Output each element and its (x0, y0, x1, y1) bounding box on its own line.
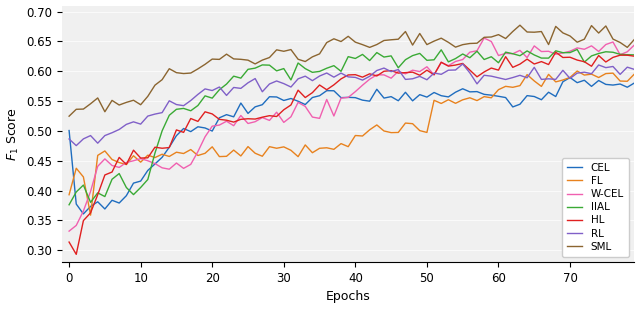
FL (65, 193, 73, 197)
HL (323, 88, 330, 91)
IIAL (402, 58, 410, 61)
SML (402, 30, 410, 33)
RL (580, 70, 588, 74)
CEL (65, 129, 73, 132)
FL (573, 69, 581, 73)
SML (430, 39, 438, 43)
HL (65, 240, 73, 244)
IIAL (630, 53, 638, 57)
IIAL (573, 48, 581, 51)
CEL (323, 89, 330, 92)
FL (459, 98, 467, 102)
CEL (459, 87, 467, 91)
W-CEL (573, 46, 581, 50)
HL (552, 50, 559, 54)
RL (630, 68, 638, 71)
SML (516, 23, 524, 27)
HL (580, 60, 588, 64)
RL (459, 62, 467, 66)
W-CEL (630, 43, 638, 47)
IIAL (316, 70, 323, 73)
FL (416, 129, 424, 133)
HL (437, 60, 445, 64)
Line: IIAL: IIAL (69, 49, 634, 205)
IIAL (452, 57, 460, 61)
FL (86, 213, 94, 217)
FL (409, 122, 417, 125)
Line: W-CEL: W-CEL (69, 38, 634, 231)
Line: FL: FL (69, 71, 634, 215)
RL (416, 74, 424, 78)
W-CEL (409, 68, 417, 72)
X-axis label: Epochs: Epochs (326, 290, 371, 303)
W-CEL (452, 60, 460, 63)
HL (416, 73, 424, 77)
RL (409, 77, 417, 81)
SML (65, 114, 73, 118)
W-CEL (65, 229, 73, 233)
Line: RL: RL (69, 64, 634, 146)
Line: SML: SML (69, 25, 634, 116)
CEL (409, 99, 417, 103)
CEL (580, 78, 588, 82)
W-CEL (430, 73, 438, 77)
RL (466, 71, 474, 75)
FL (630, 72, 638, 76)
Line: CEL: CEL (69, 78, 634, 214)
Y-axis label: $F_1$ Score: $F_1$ Score (6, 107, 20, 161)
FL (437, 102, 445, 105)
RL (323, 71, 330, 75)
W-CEL (316, 116, 323, 120)
RL (65, 137, 73, 141)
SML (630, 37, 638, 41)
RL (437, 73, 445, 76)
IIAL (430, 58, 438, 62)
Line: HL: HL (69, 52, 634, 254)
FL (323, 146, 330, 150)
HL (459, 61, 467, 65)
W-CEL (402, 72, 410, 76)
SML (573, 40, 581, 44)
IIAL (566, 51, 574, 54)
Legend: CEL, FL, W-CEL, IIAL, HL, RL, SML: CEL, FL, W-CEL, IIAL, HL, RL, SML (562, 158, 629, 257)
FL (580, 73, 588, 77)
IIAL (409, 54, 417, 57)
CEL (416, 93, 424, 96)
CEL (437, 94, 445, 98)
IIAL (65, 203, 73, 207)
SML (452, 45, 460, 49)
HL (72, 252, 80, 256)
CEL (566, 76, 574, 79)
HL (630, 54, 638, 58)
RL (72, 144, 80, 147)
W-CEL (481, 36, 488, 40)
HL (409, 70, 417, 74)
SML (316, 52, 323, 56)
CEL (79, 212, 87, 216)
SML (409, 43, 417, 47)
CEL (630, 81, 638, 85)
